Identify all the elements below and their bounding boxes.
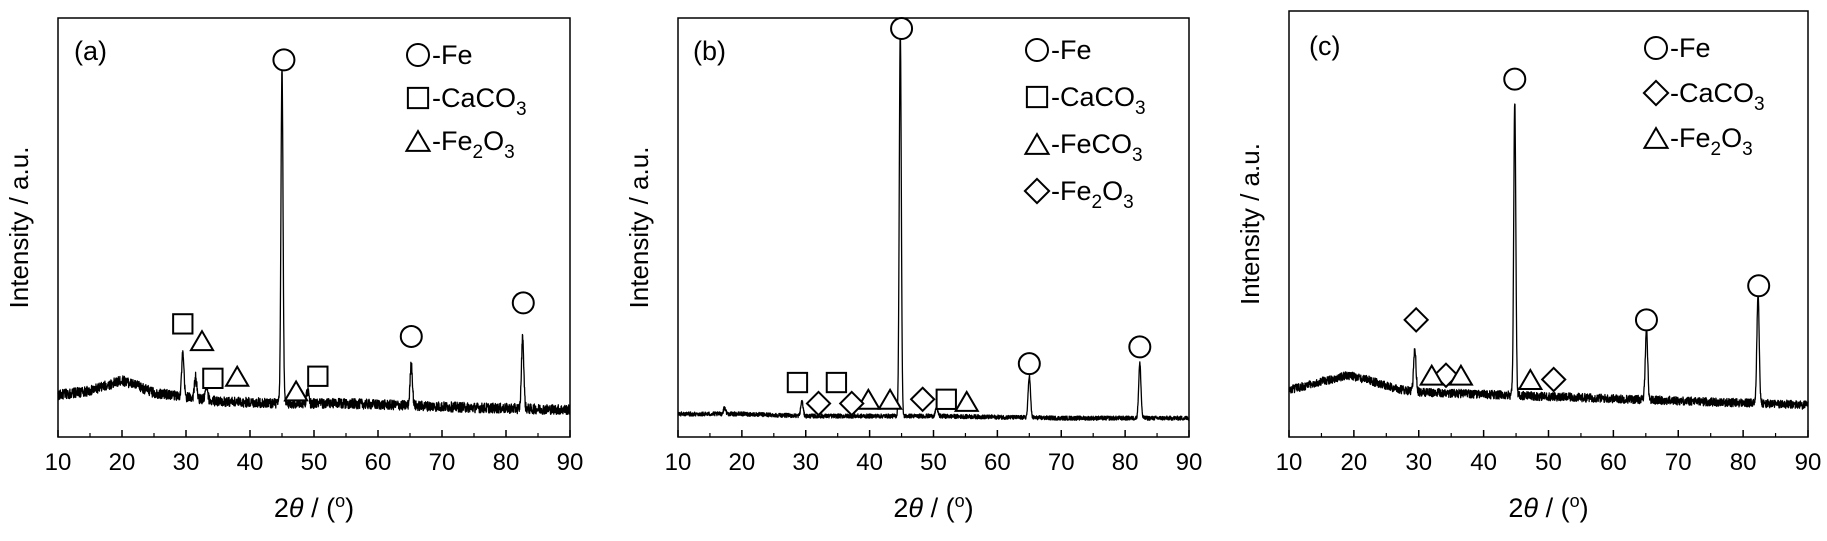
x-tick-label: 60 — [984, 449, 1011, 476]
phase-marker-circle — [399, 324, 423, 348]
phase-marker-circle — [1634, 308, 1658, 332]
x-axis-label: 2θ / (o) — [1508, 491, 1588, 523]
legend-marker-square — [406, 86, 430, 110]
legend-label: -Fe2O3 — [432, 126, 515, 163]
x-tick-label: 70 — [429, 449, 456, 476]
x-tick-label: 30 — [173, 449, 200, 476]
x-tick-label: 40 — [237, 449, 264, 476]
x-tick-label: 90 — [1795, 449, 1822, 476]
y-axis-label: Intensity / a.u. — [4, 147, 34, 309]
phase-marker-triangle — [1448, 363, 1474, 386]
legend-marker-diamond — [1023, 177, 1051, 205]
x-tick-label: 40 — [856, 449, 883, 476]
phase-marker-circle — [890, 16, 914, 40]
x-tick-label: 20 — [109, 449, 136, 476]
phase-marker-diamond — [805, 390, 832, 417]
phase-marker-square — [307, 365, 329, 387]
x-tick-label: 20 — [1341, 449, 1368, 476]
x-tick-label: 60 — [1600, 449, 1627, 476]
x-tick-label: 80 — [1112, 449, 1139, 476]
x-tick-label: 80 — [493, 449, 520, 476]
y-axis-label: Intensity / a.u. — [1235, 143, 1265, 305]
phase-marker-circle — [272, 48, 296, 72]
xrd-pattern-line — [677, 28, 1190, 421]
xrd-pattern-line — [57, 67, 571, 416]
y-axis-label: Intensity / a.u. — [624, 147, 654, 309]
legend: -Fe -CaCO3 -Fe2O3 — [404, 40, 527, 163]
plot-frame — [677, 17, 1190, 438]
legend-label: -CaCO3 — [1670, 78, 1765, 115]
x-tick-label: 80 — [1730, 449, 1757, 476]
phase-marker-triangle — [953, 389, 980, 412]
x-tick-label: 40 — [1470, 449, 1497, 476]
phase-marker-circle — [1503, 67, 1527, 91]
panel-label: (c) — [1309, 31, 1340, 61]
legend-label: -CaCO3 — [432, 83, 527, 120]
legend-marker-triangle — [404, 129, 432, 152]
xrd-pattern-line — [1288, 103, 1809, 410]
legend: -Fe -CaCO3 -Fe2O3 — [1642, 33, 1765, 160]
phase-marker-square — [935, 388, 957, 410]
x-axis-label: 2θ / (o) — [274, 491, 354, 523]
phase-marker-triangle — [877, 387, 903, 410]
legend-label: -FeCO3 — [1051, 129, 1143, 166]
legend-marker-circle — [1025, 38, 1049, 62]
phase-marker-circle — [1128, 335, 1152, 359]
legend-marker-circle — [1644, 36, 1668, 60]
x-tick-label: 90 — [1176, 449, 1203, 476]
x-tick-label: 50 — [301, 449, 328, 476]
phase-marker-triangle — [283, 379, 309, 402]
phase-marker-triangle — [1418, 363, 1445, 386]
legend: -Fe -CaCO3 -FeCO3 -Fe2O3 — [1023, 35, 1146, 213]
phase-marker-triangle — [224, 364, 250, 387]
legend-label: -Fe — [432, 40, 473, 70]
x-axis-label: 2θ / (o) — [893, 491, 973, 523]
x-tick-label: 30 — [792, 449, 819, 476]
chart-panel-1: 10 20 30 40 50 60 70 80 90 2θ / (o) Intensity / a.… — [4, 17, 584, 523]
x-tick-label: 60 — [365, 449, 392, 476]
phase-marker-triangle — [1517, 368, 1544, 390]
x-tick-label: 50 — [1535, 449, 1562, 476]
phase-marker-square — [825, 371, 848, 394]
x-tick-label: 10 — [665, 449, 692, 476]
legend-marker-circle — [406, 43, 430, 67]
phase-marker-circle — [1747, 274, 1771, 298]
phase-marker-square — [172, 313, 194, 335]
chart-panel-2: 10 20 30 40 50 60 70 80 90 2θ / (o) Intensity / a.… — [624, 16, 1203, 523]
phase-marker-square — [786, 371, 809, 394]
phase-marker-circle — [511, 291, 535, 315]
x-tick-label: 70 — [1048, 449, 1075, 476]
phase-marker-square — [202, 367, 224, 389]
legend-marker-triangle — [1642, 126, 1670, 149]
x-tick-label: 70 — [1665, 449, 1692, 476]
phase-marker-diamond — [838, 390, 865, 417]
legend-label: -Fe2O3 — [1051, 176, 1134, 213]
legend-label: -Fe2O3 — [1670, 123, 1753, 160]
legend-marker-square — [1025, 85, 1049, 109]
panel-label: (b) — [693, 36, 726, 66]
x-tick-label: 10 — [1276, 449, 1303, 476]
chart-panel-3: 10 20 30 40 50 60 70 80 90 2θ / (o) Intensity / a.… — [1235, 10, 1822, 523]
phase-marker-diamond — [1540, 366, 1567, 393]
legend-label: -Fe — [1051, 35, 1092, 65]
phase-marker-diamond — [1403, 306, 1430, 333]
x-tick-label: 20 — [729, 449, 756, 476]
x-tick-label: 50 — [920, 449, 947, 476]
legend-label: -Fe — [1670, 33, 1711, 63]
phase-marker-circle — [1017, 352, 1041, 376]
x-tick-label: 30 — [1405, 449, 1432, 476]
x-tick-label: 90 — [557, 449, 584, 476]
legend-label: -CaCO3 — [1051, 82, 1146, 119]
legend-marker-triangle — [1023, 132, 1051, 155]
legend-marker-diamond — [1642, 79, 1670, 107]
phase-marker-triangle — [189, 329, 215, 352]
phase-marker-diamond — [909, 386, 936, 413]
x-tick-label: 10 — [45, 449, 72, 476]
panel-label: (a) — [74, 36, 107, 66]
